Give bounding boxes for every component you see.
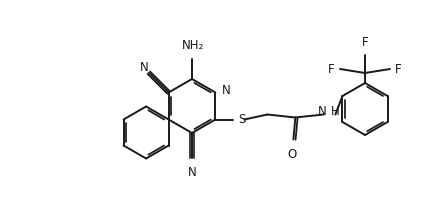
Text: F: F — [361, 36, 368, 49]
Text: S: S — [238, 113, 245, 126]
Text: F: F — [328, 62, 334, 76]
Text: H: H — [330, 105, 338, 118]
Text: N: N — [221, 84, 230, 97]
Text: O: O — [287, 148, 296, 160]
Text: N: N — [187, 166, 196, 179]
Text: F: F — [394, 62, 401, 76]
Text: N: N — [139, 61, 148, 74]
Text: NH₂: NH₂ — [181, 39, 204, 52]
Text: N: N — [317, 105, 326, 118]
